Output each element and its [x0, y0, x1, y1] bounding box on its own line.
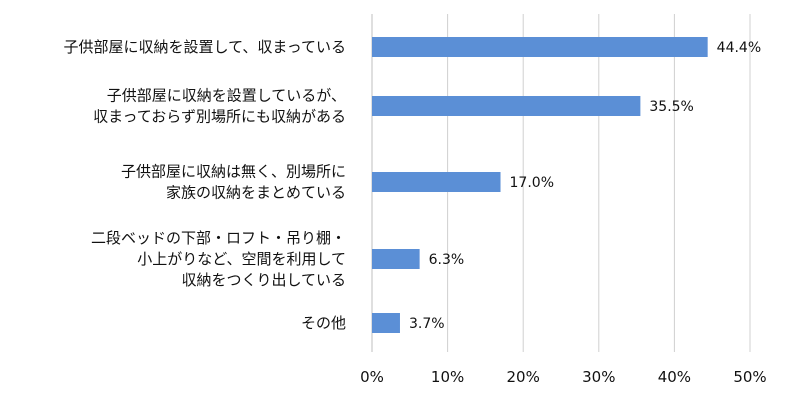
category-label: 二段ベッドの下部・ロフト・吊り棚・ [91, 229, 346, 247]
x-tick-label: 20% [507, 368, 540, 386]
category-labels: 子供部屋に収納を設置して、収まっている子供部屋に収納を設置しているが、収まってお… [64, 38, 346, 332]
x-tick-labels: 0% 10% 20% 30% 40% 50% [360, 368, 767, 386]
x-tick-label: 30% [582, 368, 615, 386]
bar [372, 249, 420, 269]
category-label: 収まっておらず別場所にも収納がある [93, 108, 346, 126]
bar [372, 172, 501, 192]
bar [372, 37, 708, 57]
data-label: 17.0% [510, 175, 554, 191]
category-label: 家族の収納をまとめている [166, 184, 346, 202]
category-label: 子供部屋に収納は無く、別場所に [121, 163, 346, 181]
value-labels: 44.4% 35.5% 17.0% 6.3% 3.7% [409, 40, 761, 332]
bars [372, 37, 708, 333]
x-tick-label: 40% [658, 368, 691, 386]
x-tick-label: 0% [360, 368, 384, 386]
category-label: 小上がりなど、空間を利用して [137, 250, 346, 268]
bar [372, 96, 641, 116]
category-label: その他 [301, 314, 346, 332]
category-label: 子供部屋に収納を設置して、収まっている [64, 38, 346, 56]
x-tick-label: 50% [733, 368, 766, 386]
category-label: 子供部屋に収納を設置しているが、 [107, 87, 346, 105]
data-label: 35.5% [649, 99, 693, 115]
data-label: 3.7% [409, 316, 445, 332]
category-label: 収納をつくり出している [181, 271, 346, 289]
x-tick-label: 10% [431, 368, 464, 386]
bar [372, 313, 400, 333]
gridlines [371, 14, 751, 352]
data-label: 44.4% [717, 40, 761, 56]
data-label: 6.3% [429, 252, 465, 268]
